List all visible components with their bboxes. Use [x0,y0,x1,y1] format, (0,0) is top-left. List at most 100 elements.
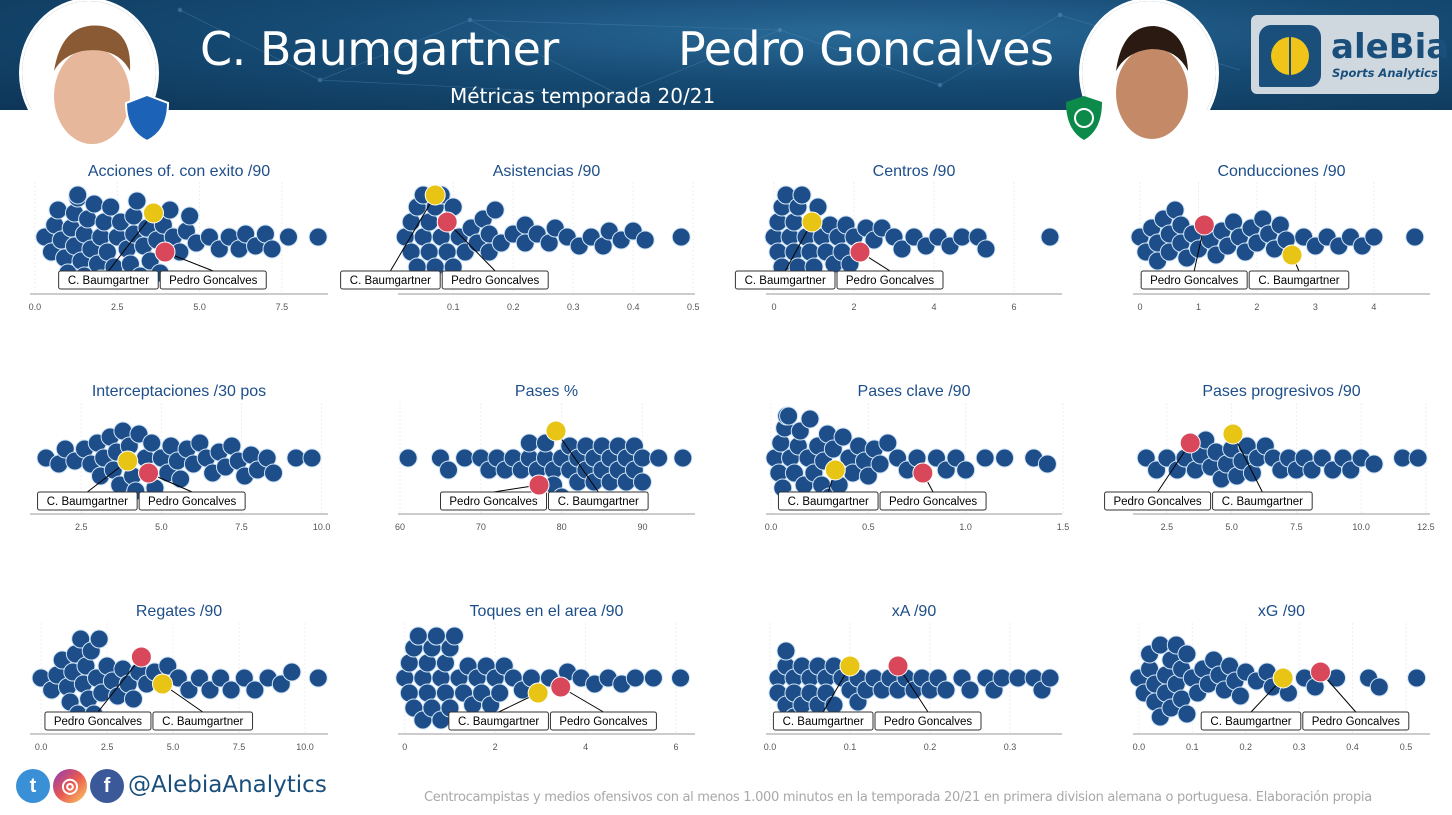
player-label: C. Baumgartner [162,716,243,728]
player-b-point [849,241,871,263]
swarm-point [1136,448,1156,468]
swarm-point [1369,677,1389,697]
swarm-point [776,641,796,661]
swarm-point [519,433,539,453]
swarm-point [960,680,980,700]
player-b-point [528,474,550,496]
tick-label: 0.0 [764,742,777,752]
tick-label: 0.2 [924,742,937,752]
network-background [177,7,1241,98]
tick-label: 3 [1313,302,1318,312]
chart-panel: Acciones of. con exito /90 0.0 2.5 5.0 7.5 C.… [29,163,328,312]
label-leader-line [108,212,154,272]
footnote: Centrocampistas y medios ofensivos con a… [424,790,1372,805]
tick-label: 0.0 [765,522,778,532]
swarm-point [1408,448,1428,468]
subtitle: Métricas temporada 20/21 [450,84,716,108]
tick-label: 2.5 [75,522,88,532]
player-label-box [448,711,549,731]
brain-icon [1259,25,1321,87]
swarm-point [671,227,691,247]
swarm-point [245,680,265,700]
tick-label: 5.0 [193,302,206,312]
swarm-point [179,680,199,700]
swarm-point [800,409,820,429]
chart-title: Pases % [515,383,578,400]
social-handle[interactable]: @AlebiaAnalytics [128,772,327,798]
player-label: Pedro Goncalves [169,275,257,287]
player-label-box [441,270,549,290]
swarm-point [398,448,418,468]
tick-label: 7.5 [1290,522,1303,532]
player-a-point [839,655,861,677]
swarm-point [625,668,645,688]
player-label-box [1140,270,1248,290]
tick-label: 6 [1011,302,1016,312]
tick-label: 70 [476,522,486,532]
player-a-point [824,459,846,481]
swarm-point [936,680,956,700]
tick-label: 0.1 [844,742,857,752]
player-b-point [130,646,152,668]
swarm-point [1040,668,1060,688]
tick-label: 0.5 [1400,742,1413,752]
swarm-point [635,230,655,250]
tick-label: 4 [931,302,936,312]
player-label-box [58,270,159,290]
player-b-photo [1079,0,1219,148]
player-b-point [1309,661,1331,683]
swarm-point [308,227,328,247]
player-label: Pedro Goncalves [559,716,647,728]
swarm-point [234,668,254,688]
player-label: Pedro Goncalves [54,716,142,728]
player-label: C. Baumgartner [745,275,826,287]
swarm-point [84,194,104,214]
player-label-box [734,270,836,290]
label-leader-line [97,656,142,713]
swarm-point [211,668,231,688]
chart-title: Pases progresivos /90 [1202,383,1360,400]
player-b-point [912,462,934,484]
swarm-point [975,448,995,468]
swarm-point [632,472,652,492]
tick-label: 1 [1196,302,1201,312]
swarm-point [956,460,976,480]
chart-panel: xG /90 0.0 0.1 0.2 0.3 0.4 0.5 C. Baumgartner Pe… [1129,603,1430,752]
swarm-point [1407,668,1427,688]
swarm-point [439,460,459,480]
swarm-point [1147,460,1167,480]
swarm-point [992,668,1012,688]
swarm-point [455,448,475,468]
chart-panel: Regates /90 0.0 2.5 5.0 7.5 10.0 Pedro Goncalv… [30,603,328,752]
player-label: C. Baumgartner [1222,496,1303,508]
chart-panel: Pases % 60 70 80 90 Pedro Goncalves C. Baumgar… [395,383,695,532]
tick-label: 5.0 [155,522,168,532]
swarm-point [68,185,88,205]
hoffenheim-badge-icon [124,93,170,143]
player-a-point [527,682,549,704]
twitter-icon[interactable]: t [16,769,50,803]
swarm-point [485,200,505,220]
player-label: Pedro Goncalves [148,496,236,508]
player-label: C. Baumgartner [788,496,869,508]
instagram-icon[interactable]: ◎ [53,769,87,803]
player-a-point [424,184,446,206]
swarm-point [123,689,143,709]
chart-title: Pases clave /90 [858,383,971,400]
tick-label: 6 [674,742,679,752]
swarm-point [264,463,284,483]
sporting-badge-icon [1066,96,1102,140]
swarm-point [952,227,972,247]
facebook-icon[interactable]: f [90,769,124,803]
player-b-point [550,676,572,698]
player-label: Pedro Goncalves [1113,496,1201,508]
swarm-point [779,406,799,426]
swarm-point [995,448,1015,468]
player-a-point [1222,423,1244,445]
tick-label: 0.2 [1239,742,1252,752]
player-label: C. Baumgartner [558,496,639,508]
swarm-point [101,197,121,217]
swarm-point [200,680,220,700]
player-label: Pedro Goncalves [1312,716,1400,728]
player-label-box [548,491,649,511]
